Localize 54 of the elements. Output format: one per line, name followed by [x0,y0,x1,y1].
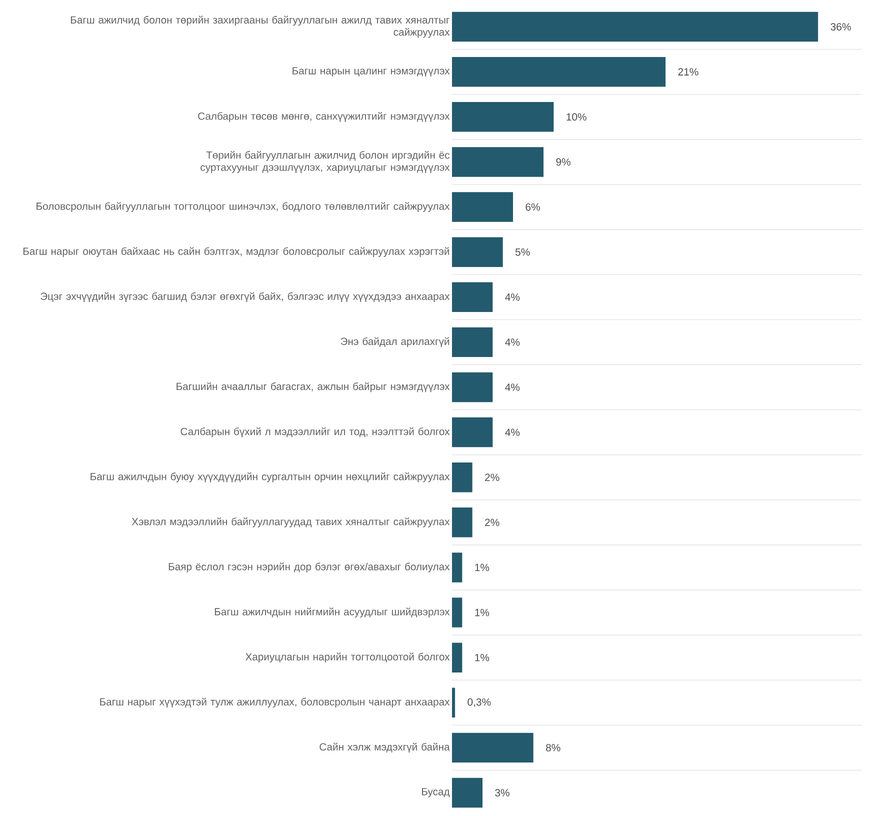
bar [452,102,554,132]
data-label: 4% [505,338,520,346]
y-tick-label: Салбарын төсөв мөнгө, санхүүжилтийг нэмэгдүүлэх [198,112,450,122]
y-tick-label: Багш ажилчид болон төрийн захиргааны байгууллагын ажилд тавих хяналтыг сайжруулах [70,16,450,38]
bar [452,237,503,267]
bar [452,56,666,87]
bar [452,778,482,808]
bar [452,642,462,672]
y-tick-label: Багш ажилчдын нийгмийн асуудлыг шийдвэрлэх [214,608,450,618]
y-tick-label: Бусад [422,788,450,798]
bar [452,598,462,628]
bar [452,147,544,177]
y-tick-label: Төрийн байгууллагын ажилчид болон иргэдийн ёс суртахууныг дээшлүүлэх, хариуцлагыг нэмэгдүүлэх [200,150,450,173]
data-label: 4% [505,293,520,301]
data-label: 3% [495,789,510,796]
bar [452,508,472,538]
y-tick-label: Эцэг эхчүүдийн зүгээс багшид бэлэг өгөхгүй байх, бэлгээс илүү хүүхдэдээ анхаарах [40,292,450,302]
y-tick-label: Багш нарыг хүүхэдтэй тулж ажиллуулах, боловсролын чанарт анхаарах [100,698,450,708]
bar [452,462,472,492]
data-label: 5% [515,248,530,256]
data-label: 2% [485,518,500,526]
y-tick-label: Хэвлэл мэдээллийн байгууллагуудад тавих хяналтыг сайжруулах [132,517,450,528]
bar [452,282,493,312]
y-tick-label: Боловсролын байгууллагын тогтолцоог шинэчлэх, бодлого төлөвлөлтийг сайжруулах [36,202,450,212]
data-label: 0,3% [468,698,491,707]
y-tick-label: Багш нарын цалинг нэмэгдүүлэх [292,67,450,76]
data-label: 36% [830,23,851,30]
data-label: 1% [475,608,490,616]
bar [452,192,514,222]
data-label: 10% [566,113,586,121]
bar [452,372,493,402]
data-label: 6% [526,203,540,211]
y-tick-label: Багшийн ачааллыг багасгах, ажлын байрыг нэмэгдүүлэх [176,382,450,392]
y-tick-label: Салбарын бүхий л мэдээллийг ил тод, нээлттэй болгох [180,427,450,438]
bar [452,732,534,763]
bar [452,552,462,582]
y-tick-label: Багш ажилчдын буюу хүүхдүүдийн сургалтын орчин нөхцлийг сайжруулах [90,472,450,482]
y-tick-label: Энэ байдал арилахгүй [340,337,450,348]
y-tick-label: Баяр ёслол гэсэн нэрийн дор бэлэг өгөх/авахыг болиулах [168,562,450,572]
data-label: 4% [505,384,520,391]
bar [452,12,818,42]
bar [452,327,493,358]
data-label: 8% [546,744,560,752]
y-tick-label: Хариуцлагын нарийн тогтолцоотой болгох [245,652,450,662]
y-tick-label: Сайн хэлж мэдэхгүй байна [320,742,450,753]
data-label: 2% [485,474,500,482]
data-label: 9% [556,158,570,166]
data-label: 1% [475,564,490,572]
bar [452,688,456,718]
y-tick-label: Багш нарыг оюутан байхаас нь сайн бэлтгэх, мэдлэг боловсролыг сайжруулах хэрэгтэй [23,247,450,257]
bar [452,417,493,448]
data-label: 4% [505,428,520,436]
data-label: 1% [475,654,490,662]
data-label: 21% [678,68,698,76]
